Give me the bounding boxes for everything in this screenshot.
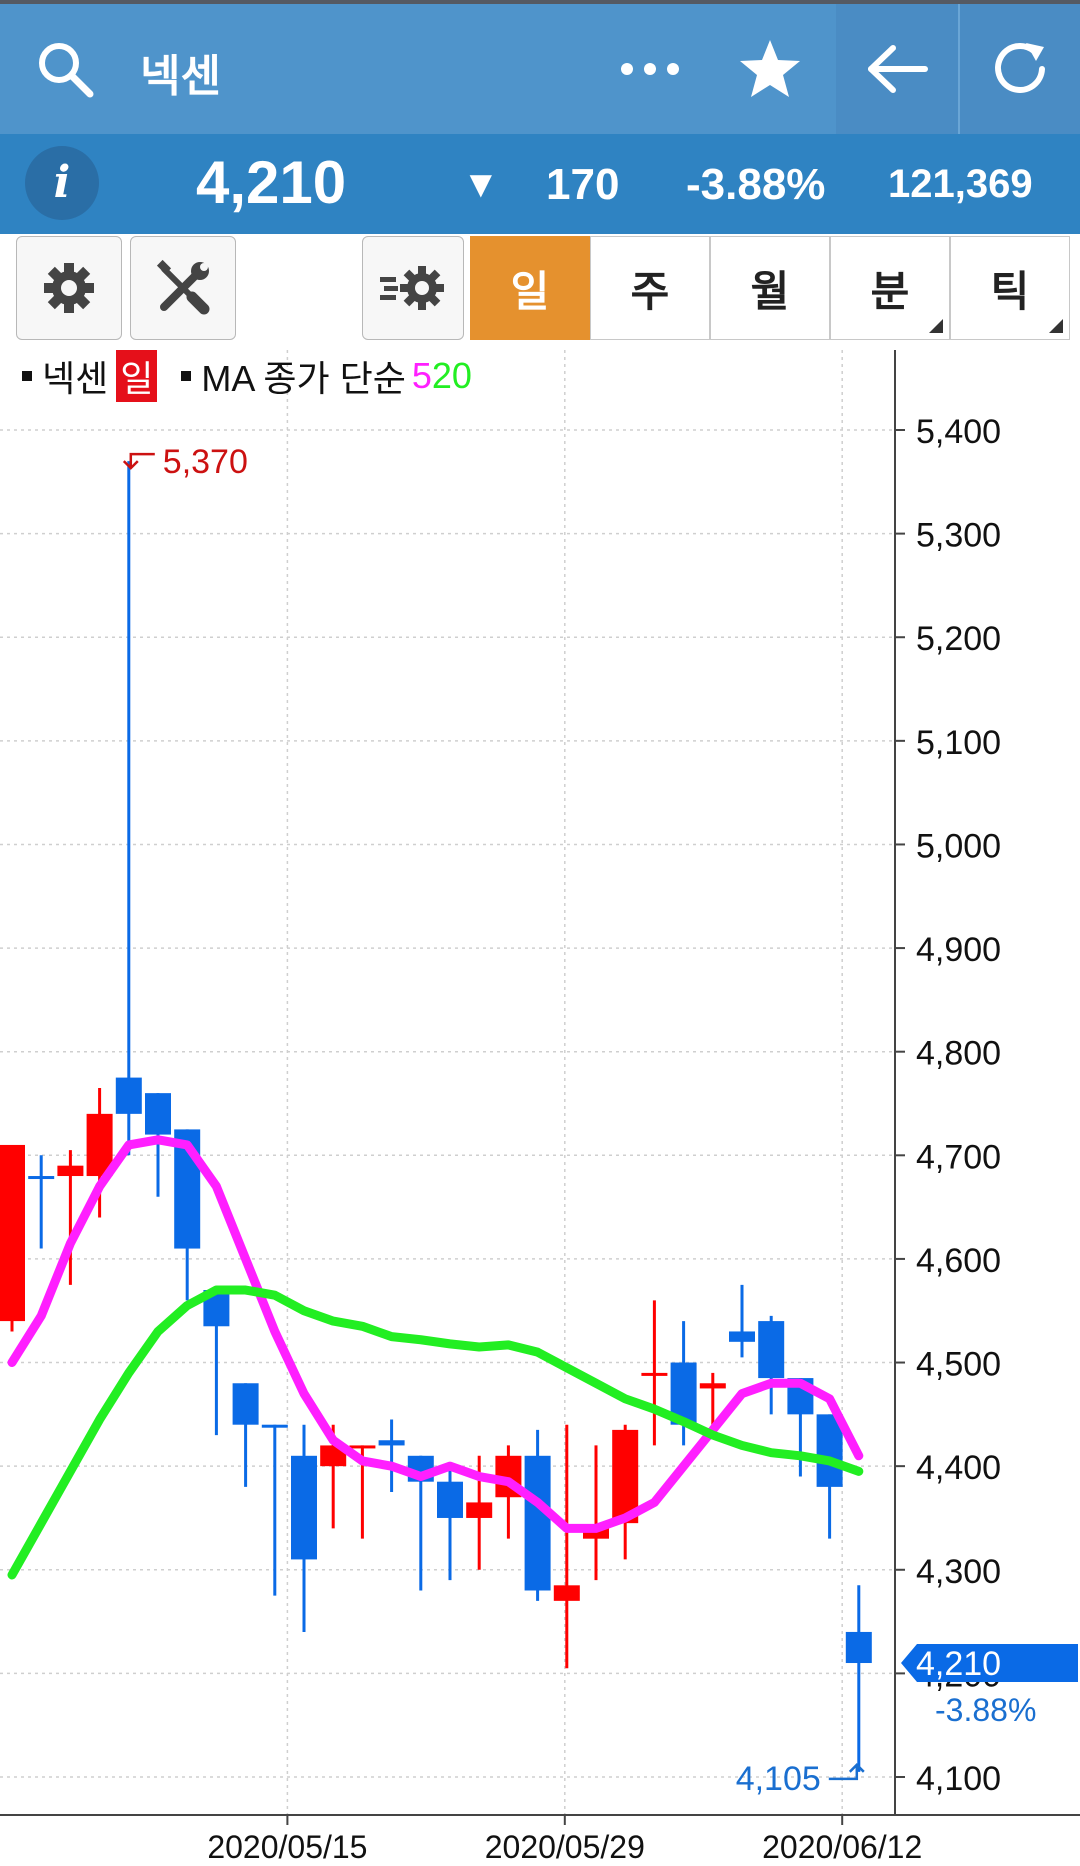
legend-marker [22,371,32,381]
y-tick-label: 4,300 [916,1553,1001,1591]
candle-body [57,1165,84,1177]
candle-body [553,1585,580,1601]
y-tick-label: 4,100 [916,1760,1001,1798]
divider [958,4,960,134]
min-marker-arrow [828,1765,859,1781]
current-price: 4,210 [196,149,347,216]
y-tick-label: 5,100 [916,724,1001,762]
min-marker-arrowhead [848,1763,865,1773]
candle-body [378,1440,405,1446]
candle-body [845,1631,872,1664]
indicator-settings-icon [380,266,444,310]
quote-bar: i 4,210 ▼ 170 -3.88% 121,369 [0,134,1080,234]
app-title: 넥센 [140,51,221,102]
tab-tick-label: 틱 [990,266,1030,316]
legend-period-badge: 일 [116,350,158,402]
y-tick-label: 4,500 [916,1346,1001,1384]
candle-body [729,1331,755,1342]
y-tick-label: 4,400 [916,1449,1001,1487]
legend-ma5: 5 [411,355,432,396]
info-icon[interactable]: i [25,146,99,220]
candle-body [612,1429,639,1524]
candle-body [28,1176,55,1180]
settings-button[interactable] [16,236,122,340]
chart-legend: 넥센 일 MA 종가 단순 5 20 [22,350,472,402]
y-tick-label: 5,400 [916,413,1001,451]
candle-body [291,1455,317,1560]
candle-body [115,1077,142,1114]
candle-body [466,1502,493,1518]
tab-minute[interactable]: 분 [830,236,950,340]
candle-body [261,1424,288,1428]
star-icon[interactable] [720,4,820,134]
tab-tick[interactable]: 틱 [950,236,1070,340]
candle-body [437,1481,463,1518]
refresh-icon[interactable] [960,4,1080,134]
min-price-label: 4,105 [736,1760,821,1798]
candle-body [583,1528,609,1539]
back-arrow-icon[interactable] [836,4,958,134]
max-marker-arrowhead [122,460,139,470]
x-tick-label: 2020/06/12 [762,1829,922,1865]
price-change: 170 [546,160,620,209]
candle-body [86,1113,113,1177]
y-tick-label: 4,900 [916,931,1001,969]
settings-icon [44,263,94,313]
candle-body [232,1383,259,1425]
status-strip [0,0,1080,4]
last-price-tag [901,1644,1078,1683]
candle-body [145,1093,171,1135]
dropdown-corner-icon [929,319,943,333]
candle-body [349,1445,376,1449]
max-price-label: 5,370 [163,443,248,481]
chart-toolbar: 일 주 월 분 틱 [0,234,1080,344]
x-tick-label: 2020/05/29 [485,1829,645,1865]
indicator-settings-button[interactable] [362,236,464,340]
last-change-percent-label: -3.88% [935,1692,1036,1728]
trade-volume: 121,369 [888,162,1033,206]
y-tick-label: 5,000 [916,827,1001,865]
candle-body [758,1321,785,1379]
legend-series-name: 넥센 [42,358,109,399]
dropdown-corner-icon [1049,319,1063,333]
legend-ma20: 20 [431,355,472,396]
max-marker-arrow [129,452,155,468]
tools-button[interactable] [130,236,236,340]
tab-daily[interactable]: 일 [470,236,590,340]
down-arrow-icon: ▼ [462,164,500,206]
y-tick-label: 4,600 [916,1242,1001,1280]
tab-weekly[interactable]: 주 [590,236,710,340]
app-bar: 넥센 [0,4,1080,134]
candlestick-chart[interactable]: 4,1004,2004,3004,4004,5004,6004,7004,800… [0,344,1080,1866]
last-price-label: 4,210 [916,1645,1001,1683]
legend-indicator: MA 종가 단순 [201,358,406,399]
tab-minute-label: 분 [870,266,910,316]
y-tick-label: 5,200 [916,620,1001,658]
candle-body [816,1414,843,1487]
ma-20-line [7,1285,864,1580]
candle-body [699,1383,726,1389]
tab-monthly[interactable]: 월 [710,236,830,340]
legend-marker [181,371,192,381]
search-icon[interactable] [20,4,110,134]
price-change-percent: -3.88% [686,160,826,209]
candle-body [524,1455,551,1591]
x-tick-label: 2020/05/15 [207,1829,367,1865]
y-tick-label: 5,300 [916,517,1001,555]
candle-body [0,1144,25,1322]
more-icon[interactable] [600,4,700,134]
y-tick-label: 4,700 [916,1138,1001,1176]
tools-icon [156,259,210,315]
y-tick-label: 4,800 [916,1035,1001,1073]
ma-5-line [7,1135,864,1533]
candle-body [320,1445,347,1467]
candle-body [641,1372,668,1376]
